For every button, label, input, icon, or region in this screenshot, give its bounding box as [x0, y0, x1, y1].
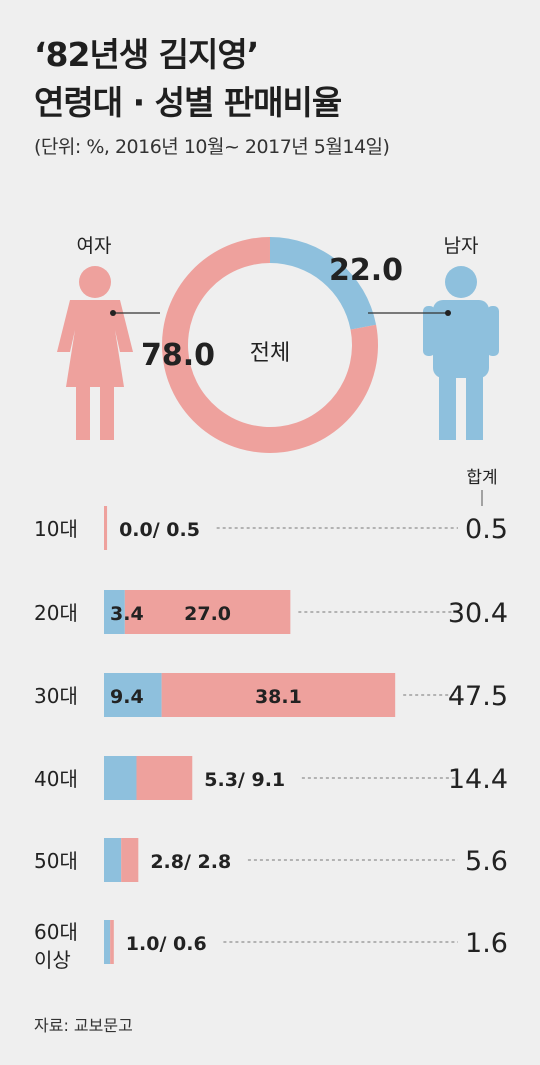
- bar-value-male: 9.4: [110, 686, 144, 708]
- female-legend-label: 여자: [77, 235, 112, 257]
- bar-value-pair: 5.3/ 9.1: [204, 769, 285, 791]
- bar-female: [161, 673, 396, 717]
- bar-total-label: 5.6: [465, 846, 508, 877]
- female-figure-part: [57, 300, 133, 387]
- bar-male: [104, 590, 125, 634]
- source-note: 자료: 교보문고: [34, 1016, 133, 1035]
- bar-female: [121, 838, 139, 882]
- category-label: 60대: [34, 920, 78, 944]
- male-legend-label: 남자: [444, 235, 479, 257]
- bar-value-pair: 2.8/ 2.8: [150, 851, 231, 873]
- category-label: 50대: [34, 849, 78, 873]
- title-line-1: ‘82년생 김지영’: [34, 35, 259, 74]
- male-leader-dot: [445, 310, 451, 316]
- bar-total-label: 47.5: [448, 681, 508, 712]
- bar-total-label: 0.5: [465, 514, 508, 545]
- pie-center-label: 전체: [250, 341, 290, 366]
- male-figure-part: [423, 306, 435, 356]
- male-figure-part: [466, 370, 483, 440]
- bar-female: [124, 590, 291, 634]
- pie-label-male: 22.0: [329, 253, 403, 288]
- bar-total-label: 1.6: [465, 928, 508, 959]
- total-header: 합계: [466, 468, 497, 488]
- bar-female: [104, 506, 108, 550]
- female-figure-icon: [57, 266, 133, 440]
- category-label: 30대: [34, 684, 78, 708]
- bar-value-female: 38.1: [255, 686, 302, 708]
- bar-female: [110, 920, 114, 964]
- bar-value-male: 3.4: [110, 603, 144, 625]
- category-label: 20대: [34, 601, 78, 625]
- male-figure-part: [439, 370, 456, 440]
- bar-total-label: 30.4: [448, 598, 508, 629]
- title-line-2: 연령대 · 성별 판매비율: [34, 83, 342, 122]
- female-figure-part: [76, 382, 90, 440]
- female-leader-dot: [110, 310, 116, 316]
- category-label: 10대: [34, 517, 78, 541]
- bar-male: [104, 673, 162, 717]
- male-figure-part: [445, 266, 477, 298]
- male-figure-part: [433, 300, 489, 378]
- pie-slice-male: [270, 237, 377, 330]
- bar-female: [136, 756, 193, 800]
- female-figure-part: [100, 382, 114, 440]
- category-label: 이상: [34, 948, 71, 972]
- pie-label-female: 78.0: [141, 338, 215, 373]
- subtitle: (단위: %, 2016년 10월~ 2017년 5월14일): [34, 136, 390, 158]
- bar-value-pair: 1.0/ 0.6: [126, 933, 207, 955]
- category-label: 40대: [34, 767, 78, 791]
- male-figure-icon: [423, 266, 499, 440]
- bar-total-label: 14.4: [448, 764, 508, 795]
- bar-male: [104, 756, 137, 800]
- bar-value-female: 27.0: [184, 603, 231, 625]
- bar-male: [104, 920, 111, 964]
- female-figure-part: [79, 266, 111, 298]
- bar-male: [104, 838, 122, 882]
- male-figure-part: [487, 306, 499, 356]
- bar-value-pair: 0.0/ 0.5: [119, 519, 200, 541]
